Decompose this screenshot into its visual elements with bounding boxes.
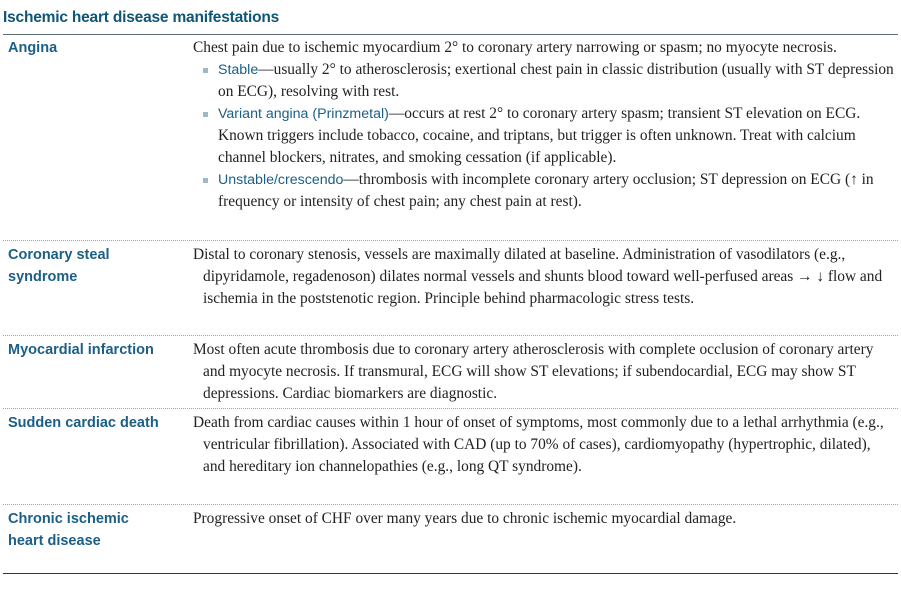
bullet-text: —thrombosis with incomplete coronary art… [218,171,874,210]
bullet-term: Variant angina (Prinzmetal) [218,106,389,122]
title-divider [3,34,898,35]
desc-sudden-cardiac-death: Death from cardiac causes within 1 hour … [193,414,884,475]
row-divider [3,240,898,241]
row-divider [3,408,898,409]
row-divider [3,504,898,505]
angina-bullet-variant: Variant angina (Prinzmetal)—occurs at re… [193,103,895,169]
desc-chronic-ischemic: Progressive onset of CHF over many years… [193,510,737,527]
desc-myocardial-infarction: Most often acute thrombosis due to coron… [193,341,874,402]
bullet-text: —usually 2° to atherosclerosis; exertion… [218,61,894,100]
angina-bullet-unstable: Unstable/crescendo—thrombosis with incom… [193,169,895,213]
term-myocardial-infarction: Myocardial infarction [8,342,154,358]
bullet-square-icon [203,178,208,183]
term-sudden-cardiac-death: Sudden cardiac death [8,415,159,431]
page-title: Ischemic heart disease manifestations [3,9,280,26]
bullet-term: Unstable/crescendo [218,172,344,188]
desc-angina: Chest pain due to ischemic myocardium 2°… [193,37,895,213]
term-chronic-ischemic: Chronic ischemic heart disease [8,511,129,549]
term-coronary-steal: Coronary steal syndrome [8,247,110,285]
bullet-square-icon [203,68,208,73]
bullet-term: Stable [218,62,259,78]
term-angina: Angina [8,40,58,56]
desc-coronary-steal: Distal to coronary stenosis, vessels are… [193,246,883,307]
bullet-square-icon [203,112,208,117]
angina-intro: Chest pain due to ischemic myocardium 2°… [193,39,837,56]
row-divider [3,335,898,336]
table-bottom-rule [3,573,898,574]
bullet-text: —occurs at rest 2° to coronary artery sp… [218,105,861,166]
angina-bullet-stable: Stable—usually 2° to atherosclerosis; ex… [193,59,895,103]
